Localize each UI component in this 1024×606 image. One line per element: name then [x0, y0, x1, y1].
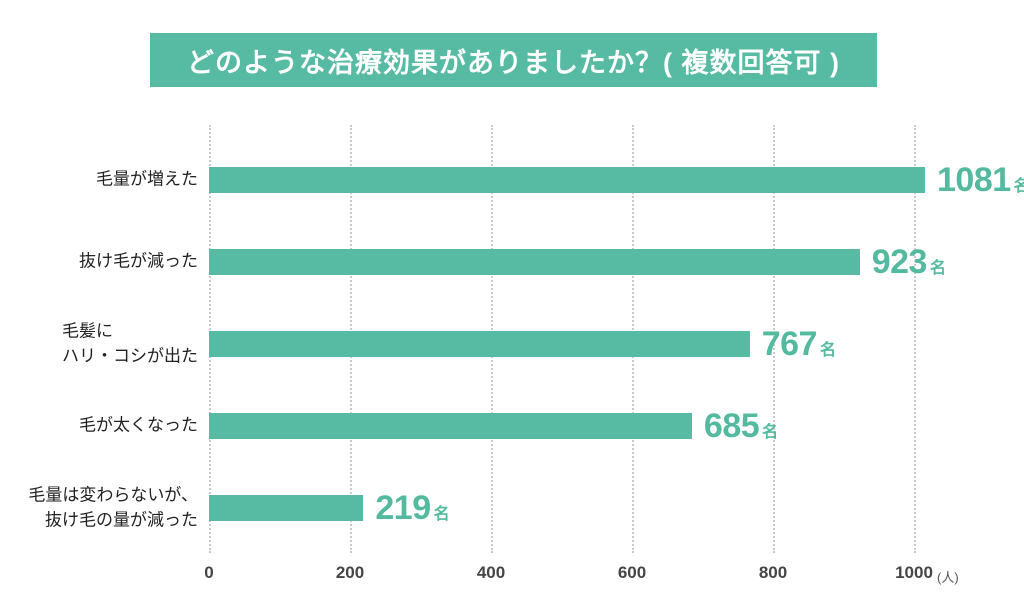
category-labels-column: 毛量が増えた抜け毛が減った毛髪に ハリ・コシが出た毛が太くなった毛量は変わらない…	[0, 125, 198, 553]
bar	[209, 495, 364, 521]
x-axis-tick: 600	[617, 563, 647, 582]
x-axis-tick: 800	[758, 563, 788, 582]
gridline	[773, 125, 775, 553]
value-suffix: 名	[433, 506, 450, 523]
value-number: 685	[703, 407, 760, 445]
value-label: 1081 名	[937, 163, 1024, 197]
value-label: 767 名	[762, 327, 836, 361]
chart-title-banner: どのような治療効果がありましたか？( 複数回答可 )	[150, 33, 877, 87]
bar	[209, 331, 750, 357]
value-number: 767	[761, 325, 818, 363]
value-number: 1081	[937, 161, 1011, 199]
value-number: 923	[871, 243, 928, 281]
value-label: 685 名	[704, 409, 778, 443]
category-label: 毛髪に ハリ・コシが出た	[62, 321, 198, 365]
value-suffix: 名	[1013, 178, 1024, 195]
x-axis-tick: 400	[476, 563, 506, 582]
value-label: 923 名	[872, 245, 946, 279]
plot-area: 0 200 400 600 800 1000 (人) 1081 名 923 名 767 名 685 名 219…	[204, 125, 1024, 585]
x-axis-unit: (人)	[937, 570, 959, 585]
value-label: 219 名	[375, 491, 449, 525]
category-label: 抜け毛が減った	[79, 251, 198, 271]
value-number: 219	[375, 489, 431, 527]
category-label: 毛量は変わらないが、 抜け毛の量が減った	[28, 485, 198, 529]
bar	[209, 249, 860, 275]
category-label: 毛量が増えた	[96, 169, 198, 189]
gridline	[914, 125, 916, 553]
category-label: 毛が太くなった	[79, 415, 198, 435]
value-suffix: 名	[762, 424, 779, 441]
x-axis-tick: 1000	[895, 563, 933, 582]
bar	[209, 167, 925, 193]
value-suffix: 名	[929, 260, 946, 277]
bar	[209, 413, 692, 439]
chart-title: どのような治療効果がありましたか？( 複数回答可 )	[187, 47, 840, 78]
value-suffix: 名	[819, 342, 836, 359]
x-axis-tick: 200	[335, 563, 365, 582]
x-axis-tick: 0	[204, 563, 214, 582]
